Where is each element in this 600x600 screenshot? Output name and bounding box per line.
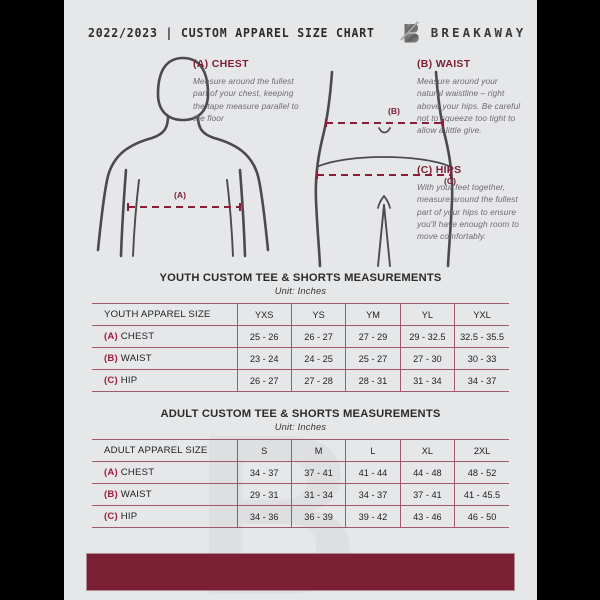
callout-hips: (C) HIPS With your feet together, measur… — [417, 164, 527, 242]
table-row: (B) WAIST 23 - 24 24 - 25 25 - 27 27 - 3… — [92, 347, 509, 370]
youth-table-section: YOUTH CUSTOM TEE & SHORTS MEASUREMENTS U… — [64, 272, 537, 392]
chest-marker-label: (A) — [174, 190, 186, 200]
youth-cell-2-3: 31 - 34 — [399, 369, 456, 392]
footer-band — [86, 553, 515, 591]
youth-table-unit: Unit: Inches — [274, 286, 327, 296]
page-header: 2022/2023 | CUSTOM APPAREL SIZE CHART BR… — [64, 14, 537, 50]
youth-cell-2-0: 26 - 27 — [236, 369, 292, 392]
row-label: WAIST — [120, 353, 152, 364]
brand-name: BREAKAWAY — [430, 24, 527, 40]
row-marker: (A) — [104, 331, 118, 342]
table-row: (C) HIP 34 - 36 36 - 39 39 - 42 43 - 46 … — [92, 505, 509, 528]
youth-col-3: YM — [345, 303, 401, 326]
waist-marker-label: (B) — [388, 106, 400, 116]
callout-chest-text: Measure around the fullest part of your … — [193, 76, 299, 123]
row-marker: (A) — [104, 467, 118, 478]
youth-cell-0-1: 26 - 27 — [290, 325, 347, 348]
youth-cell-0-0: 25 - 26 — [236, 325, 292, 348]
adult-cell-2-3: 43 - 46 — [399, 505, 456, 528]
upper-body-torso-icon — [96, 56, 270, 258]
row-label: HIP — [120, 511, 138, 522]
youth-col-0: YOUTH APPAREL SIZE — [92, 303, 238, 326]
youth-col-2: YS — [290, 303, 347, 326]
adult-cell-0-3: 44 - 48 — [399, 461, 456, 484]
table-row: (A) CHEST 34 - 37 37 - 41 41 - 44 44 - 4… — [92, 461, 509, 484]
adult-table-section: ADULT CUSTOM TEE & SHORTS MEASUREMENTS U… — [64, 408, 537, 528]
adult-cell-0-2: 41 - 44 — [345, 461, 401, 484]
youth-col-1: YXS — [236, 303, 292, 326]
row-label: WAIST — [120, 489, 152, 500]
youth-cell-1-0: 23 - 24 — [236, 347, 292, 370]
adult-cell-2-2: 39 - 42 — [345, 505, 401, 528]
row-marker: (B) — [104, 353, 118, 364]
youth-cell-0-4: 32.5 - 35.5 — [454, 325, 509, 348]
adult-table-unit: Unit: Inches — [274, 422, 327, 432]
table-header-row: ADULT APPAREL SIZE S M L XL 2XL — [92, 439, 509, 462]
youth-col-5: YXL — [454, 303, 509, 326]
callout-waist: (B) WAIST Measure around your natural wa… — [417, 58, 525, 136]
adult-row-label-2: (C) HIP — [92, 505, 238, 528]
header-title: 2022/2023 | CUSTOM APPAREL SIZE CHART — [88, 24, 375, 40]
adult-row-label-0: (A) CHEST — [92, 461, 238, 484]
callout-waist-text: Measure around your natural waistline – … — [417, 76, 521, 136]
youth-cell-0-3: 29 - 32.5 — [399, 325, 456, 348]
youth-size-table: YOUTH APPAREL SIZE YXS YS YM YL YXL (A) … — [92, 303, 509, 392]
table-row: (C) HIP 26 - 27 27 - 28 28 - 31 31 - 34 … — [92, 369, 509, 392]
size-chart-page: B 2022/2023 | CUSTOM APPAREL SIZE CHART — [64, 0, 537, 600]
adult-col-2: M — [290, 439, 347, 462]
table-header-row: YOUTH APPAREL SIZE YXS YS YM YL YXL — [92, 303, 509, 326]
adult-col-0: ADULT APPAREL SIZE — [92, 439, 238, 462]
youth-table-title: YOUTH CUSTOM TEE & SHORTS MEASUREMENTS — [159, 272, 442, 284]
row-label: HIP — [120, 375, 138, 386]
adult-cell-2-1: 36 - 39 — [290, 505, 347, 528]
row-marker: (C) — [104, 511, 118, 522]
body-figures-illustration — [96, 56, 454, 268]
callout-hips-text: With your feet together, measure around … — [417, 182, 519, 242]
adult-size-table: ADULT APPAREL SIZE S M L XL 2XL (A) CHES… — [92, 439, 509, 528]
youth-cell-1-2: 25 - 27 — [345, 347, 401, 370]
callout-waist-title: (B) WAIST — [417, 58, 471, 70]
adult-col-4: XL — [399, 439, 456, 462]
adult-cell-0-4: 48 - 52 — [454, 461, 509, 484]
youth-row-label-1: (B) WAIST — [92, 347, 238, 370]
youth-cell-2-1: 27 - 28 — [290, 369, 347, 392]
adult-row-label-1: (B) WAIST — [92, 483, 238, 506]
adult-cell-1-0: 29 - 31 — [236, 483, 292, 506]
table-row: (B) WAIST 29 - 31 31 - 34 34 - 37 37 - 4… — [92, 483, 509, 506]
adult-cell-0-1: 37 - 41 — [290, 461, 347, 484]
adult-cell-2-0: 34 - 36 — [236, 505, 292, 528]
adult-cell-1-1: 31 - 34 — [290, 483, 347, 506]
hips-marker-label: (C) — [444, 176, 456, 186]
adult-cell-2-4: 46 - 50 — [454, 505, 509, 528]
callout-chest: (A) CHEST Measure around the fullest par… — [193, 58, 303, 124]
adult-table-title: ADULT CUSTOM TEE & SHORTS MEASUREMENTS — [160, 408, 441, 420]
row-label: CHEST — [120, 467, 155, 478]
adult-cell-1-2: 34 - 37 — [345, 483, 401, 506]
youth-cell-2-4: 34 - 37 — [454, 369, 509, 392]
youth-col-4: YL — [399, 303, 456, 326]
brand-logo: BREAKAWAY — [400, 20, 527, 45]
youth-row-label-2: (C) HIP — [92, 369, 238, 392]
youth-cell-1-1: 24 - 25 — [290, 347, 347, 370]
youth-cell-0-2: 27 - 29 — [345, 325, 401, 348]
adult-cell-1-4: 41 - 45.5 — [454, 483, 509, 506]
adult-col-3: L — [345, 439, 401, 462]
lower-body-hips-icon — [314, 70, 454, 268]
youth-row-label-0: (A) CHEST — [92, 325, 238, 348]
adult-cell-0-0: 34 - 37 — [236, 461, 292, 484]
measurement-diagram: (A) (B) (C) (A) CHEST Measure around the… — [64, 50, 537, 272]
youth-cell-2-2: 28 - 31 — [345, 369, 401, 392]
adult-col-1: S — [236, 439, 292, 462]
row-label: CHEST — [120, 331, 155, 342]
row-marker: (C) — [104, 375, 118, 386]
adult-col-5: 2XL — [454, 439, 509, 462]
youth-cell-1-3: 27 - 30 — [399, 347, 456, 370]
adult-cell-1-3: 37 - 41 — [399, 483, 456, 506]
row-marker: (B) — [104, 489, 118, 500]
youth-cell-1-4: 30 - 33 — [454, 347, 509, 370]
callout-hips-title: (C) HIPS — [417, 164, 462, 176]
table-row: (A) CHEST 25 - 26 26 - 27 27 - 29 29 - 3… — [92, 325, 509, 348]
callout-chest-title: (A) CHEST — [193, 58, 249, 70]
breakaway-b-logo-icon — [400, 20, 419, 42]
